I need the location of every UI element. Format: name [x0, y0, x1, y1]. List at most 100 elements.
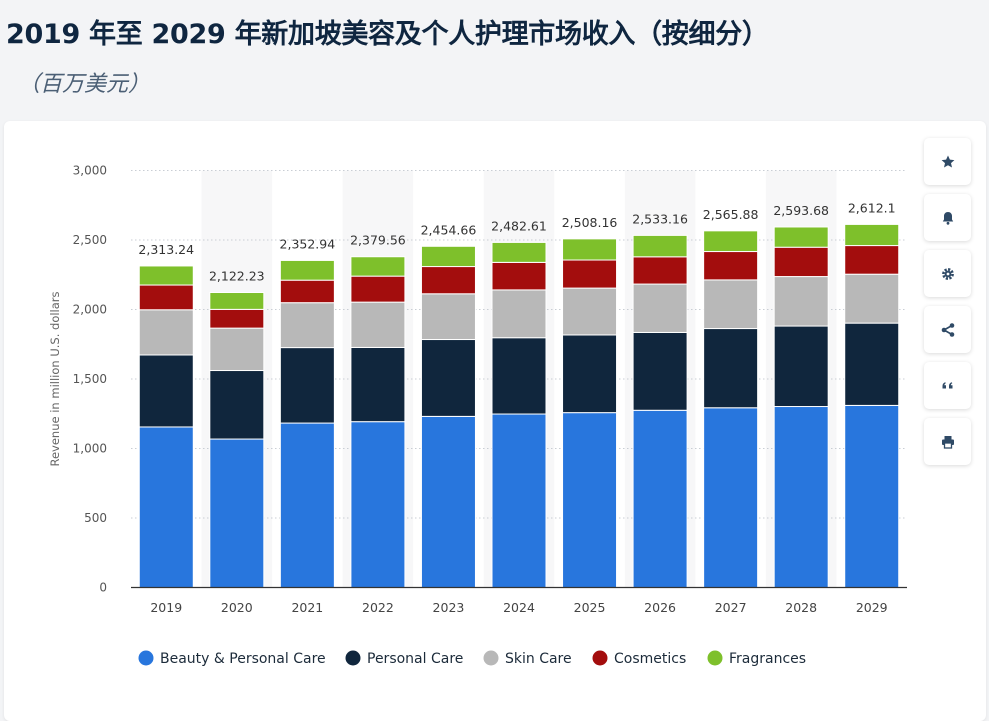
bar-segment	[209, 438, 265, 588]
share-icon	[941, 322, 954, 337]
bar-segment	[350, 301, 406, 348]
bar-segment	[773, 276, 829, 327]
share-button[interactable]	[924, 306, 971, 353]
legend-label: Skin Care	[505, 651, 572, 667]
total-data-label: 2,565.88	[703, 207, 759, 222]
bar-segment	[773, 406, 829, 588]
bar-segment	[350, 256, 406, 277]
bar-segment	[350, 346, 406, 423]
bar-segment	[279, 347, 335, 424]
x-tick-label: 2026	[644, 600, 676, 615]
bar-segment	[350, 421, 406, 588]
total-data-label: 2,593.68	[773, 203, 829, 218]
settings-button[interactable]	[924, 250, 971, 297]
bar-segment	[138, 354, 194, 428]
legend-swatch	[345, 650, 361, 666]
bar-segment	[491, 241, 547, 263]
bar-segment	[279, 422, 335, 588]
x-tick-label: 2029	[856, 600, 888, 615]
bar-segment	[420, 293, 476, 341]
chart: 0 500 1,000 1,500 2,000 2,500 3,000 Revenue in …	[48, 164, 907, 667]
y-tick-label: 2,500	[73, 233, 107, 247]
bar-segment	[209, 327, 265, 372]
x-tick-label: 2027	[715, 600, 747, 615]
bar-segment	[350, 275, 406, 303]
bar-segment	[773, 325, 829, 408]
total-data-label: 2,352.94	[280, 236, 336, 251]
bar-segment	[703, 279, 759, 330]
bar-segment	[491, 413, 547, 589]
chart-toolbar	[924, 138, 971, 465]
bar-segment	[279, 279, 335, 304]
bar-segment	[562, 412, 618, 588]
total-data-label: 2,122.23	[209, 269, 265, 284]
page-title: 2019 年至 2029 年新加坡美容及个人护理市场收入（按细分）	[6, 19, 769, 50]
star-icon	[941, 155, 954, 167]
chart-card: 0 500 1,000 1,500 2,000 2,500 3,000 Revenue in …	[4, 121, 986, 721]
bar-segment	[632, 256, 688, 285]
legend-swatch	[138, 650, 154, 666]
x-tick-label: 2028	[785, 600, 817, 615]
bar-segment	[773, 246, 829, 278]
y-tick-label: 500	[84, 511, 107, 525]
bar-segment	[844, 322, 900, 406]
x-tick-label: 2025	[574, 600, 606, 615]
x-tick-label: 2022	[362, 600, 394, 615]
bar-segment	[562, 259, 618, 289]
print-button[interactable]	[924, 418, 971, 465]
bell-icon	[942, 211, 953, 225]
bar-segment	[209, 370, 265, 440]
legend-label: Cosmetics	[614, 651, 686, 667]
bar-segment	[844, 404, 900, 588]
bar-segment	[562, 287, 618, 336]
quote-icon	[942, 381, 952, 388]
bar-segment	[844, 245, 900, 275]
bar-segment	[632, 331, 688, 411]
bar-segment	[420, 339, 476, 417]
y-tick-label: 2,000	[73, 303, 107, 317]
bar-segment	[209, 292, 265, 310]
y-tick-label: 3,000	[73, 164, 107, 178]
bar-segment	[562, 334, 618, 414]
bar-segment	[703, 251, 759, 281]
legend-swatch	[483, 650, 499, 666]
bar-segment	[632, 409, 688, 588]
bar-segment	[279, 302, 335, 349]
total-data-label: 2,508.16	[562, 215, 618, 230]
legend-label: Fragrances	[729, 651, 806, 667]
legend-label: Beauty & Personal Care	[160, 651, 326, 667]
cite-button[interactable]	[924, 362, 971, 409]
bar-segment	[562, 238, 618, 261]
x-tick-label: 2019	[150, 600, 182, 615]
bar-segment	[420, 266, 476, 295]
bar-segment	[138, 309, 194, 356]
bar-segment	[491, 337, 547, 415]
favorite-button[interactable]	[924, 138, 971, 185]
bar-segment	[138, 426, 194, 588]
bar-segment	[138, 265, 194, 286]
bar-segment	[703, 230, 759, 253]
bar-segment	[279, 259, 335, 281]
x-tick-label: 2021	[291, 600, 323, 615]
notification-button[interactable]	[924, 194, 971, 241]
gear-icon	[941, 267, 954, 280]
legend-swatch	[592, 650, 608, 666]
total-data-label: 2,533.16	[632, 211, 688, 226]
total-data-label: 2,454.66	[421, 222, 477, 237]
page-subtitle: （百万美元）	[18, 72, 151, 97]
total-data-label: 2,379.56	[350, 233, 406, 248]
x-tick-label: 2024	[503, 600, 535, 615]
bar-segment	[632, 234, 688, 258]
bar-segment	[703, 328, 759, 409]
total-data-label: 2,482.61	[491, 218, 547, 233]
legend-swatch	[707, 650, 723, 666]
bar-segment	[209, 308, 265, 329]
bar-segment	[491, 289, 547, 339]
y-axis-title: Revenue in million U.S. dollars	[48, 291, 62, 466]
bar-segment	[703, 407, 759, 589]
y-tick-label: 1,000	[73, 442, 107, 456]
bar-segment	[773, 226, 829, 248]
x-tick-label: 2020	[221, 600, 253, 615]
bar-segment	[420, 245, 476, 268]
legend-label: Personal Care	[367, 651, 463, 667]
